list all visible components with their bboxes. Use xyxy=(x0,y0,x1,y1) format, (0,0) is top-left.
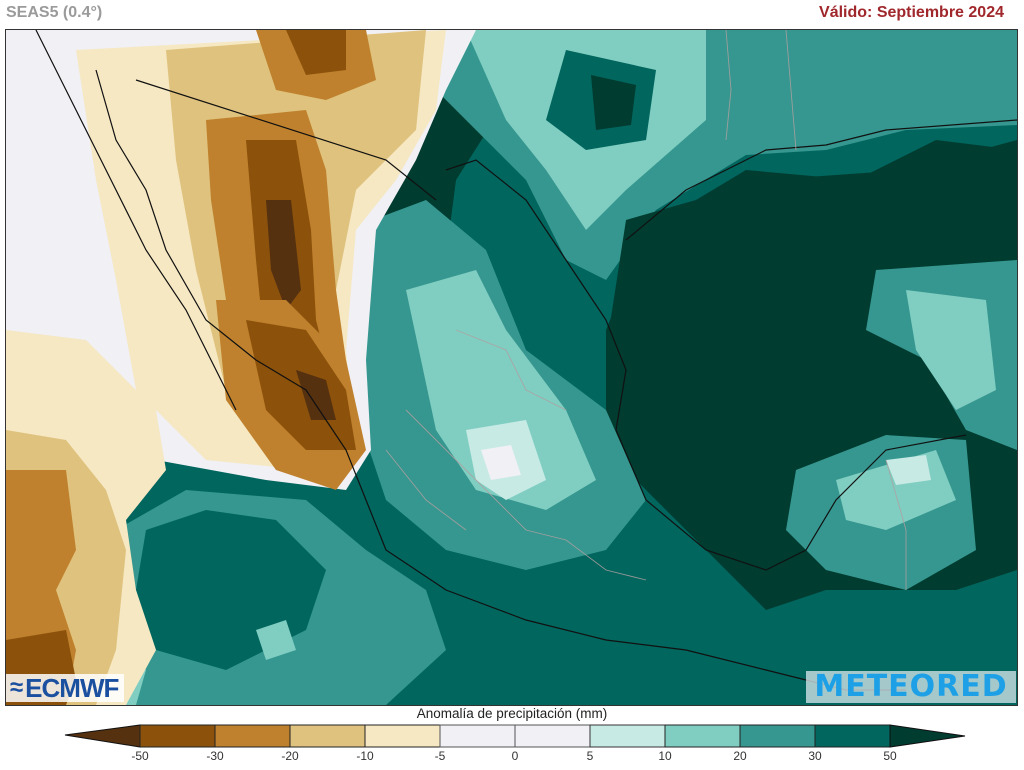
colorbar-tick: 50 xyxy=(883,749,897,763)
validity-label: Válido: Septiembre 2024 xyxy=(819,4,1004,21)
colorbar-max-arrow xyxy=(889,724,966,748)
colorbar xyxy=(64,724,966,748)
colorbar-tick: -5 xyxy=(434,749,446,763)
colorbar-tick: 0 xyxy=(511,749,519,763)
ecmwf-logo-icon: ≈ xyxy=(10,674,23,701)
colorbar-tick: 5 xyxy=(586,749,594,763)
colorbar-tick: 30 xyxy=(808,749,822,763)
colorbar-tick: -30 xyxy=(206,749,224,763)
model-label: SEAS5 (0.4°) xyxy=(6,4,103,21)
colorbar-tick: -10 xyxy=(356,749,374,763)
colorbar-tick: 10 xyxy=(658,749,672,763)
ecmwf-logo-text: ECMWF xyxy=(25,673,119,703)
colorbar-tick: 20 xyxy=(733,749,747,763)
meteored-logo: METEORED xyxy=(806,671,1016,703)
colorbar-min-arrow xyxy=(64,724,141,748)
ecmwf-logo: ≈ ECMWF xyxy=(6,673,125,703)
precipitation-anomaly-map xyxy=(5,29,1018,706)
colorbar-tick: -50 xyxy=(131,749,149,763)
colorbar-title: Anomalía de precipitación (mm) xyxy=(416,706,608,721)
map-canvas xyxy=(6,30,1017,705)
colorbar-tick: -20 xyxy=(281,749,299,763)
